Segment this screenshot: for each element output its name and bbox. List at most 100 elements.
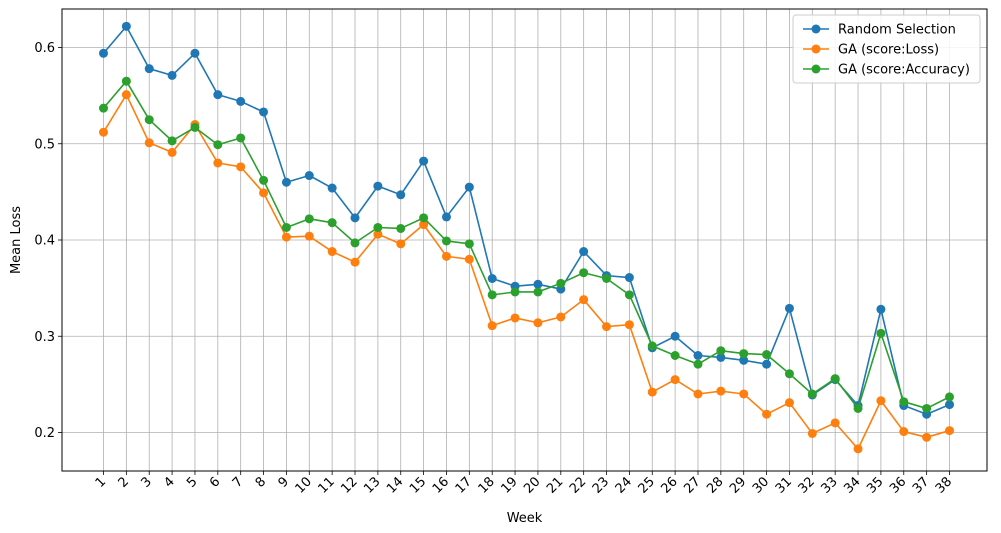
data-point bbox=[144, 138, 154, 148]
data-point bbox=[441, 212, 451, 222]
data-point bbox=[510, 313, 520, 323]
x-tick-label: 24 bbox=[613, 474, 635, 496]
data-point bbox=[167, 136, 177, 146]
data-point bbox=[259, 188, 269, 198]
data-point bbox=[624, 273, 634, 283]
data-point bbox=[899, 397, 909, 407]
data-point bbox=[304, 214, 314, 224]
data-point bbox=[464, 239, 474, 249]
data-point bbox=[556, 312, 566, 322]
y-tick-label: 0.2 bbox=[34, 426, 55, 441]
x-tick-label: 16 bbox=[430, 474, 452, 496]
data-point bbox=[304, 231, 314, 241]
data-point bbox=[922, 403, 932, 413]
data-point bbox=[739, 389, 749, 399]
data-point bbox=[876, 328, 886, 338]
y-tick-label: 0.6 bbox=[34, 41, 55, 56]
legend-frame bbox=[792, 14, 981, 84]
x-tick-label: 36 bbox=[887, 474, 909, 496]
data-point bbox=[350, 238, 360, 248]
series-group bbox=[99, 21, 954, 454]
plot-frame bbox=[61, 8, 988, 472]
data-point bbox=[945, 426, 954, 436]
x-tick-label: 38 bbox=[933, 474, 955, 496]
x-axis-ticks: 1 2 3 4 5 6 7 8 9 10 11 12 13 14 15 16 17 18 19 20 21 22 23 24 2… bbox=[93, 471, 955, 497]
data-point bbox=[190, 122, 200, 132]
x-tick-label: 30 bbox=[750, 474, 772, 496]
x-tick-label: 28 bbox=[704, 474, 726, 496]
data-point bbox=[167, 70, 177, 80]
data-point bbox=[259, 175, 269, 185]
data-point bbox=[579, 295, 589, 305]
x-tick-label: 4 bbox=[161, 474, 177, 490]
y-tick-label: 0.4 bbox=[34, 234, 55, 249]
data-point bbox=[579, 268, 589, 278]
x-tick-label: 34 bbox=[841, 474, 863, 496]
data-point bbox=[853, 403, 863, 413]
data-point bbox=[281, 232, 291, 242]
data-point bbox=[647, 341, 657, 351]
data-point bbox=[259, 107, 269, 117]
data-point bbox=[693, 359, 703, 369]
data-point bbox=[441, 251, 451, 261]
x-tick-label: 22 bbox=[567, 474, 589, 496]
data-point bbox=[876, 304, 886, 314]
data-point bbox=[899, 427, 909, 437]
series-3 bbox=[99, 76, 954, 413]
x-tick-label: 10 bbox=[293, 474, 315, 496]
x-tick-label: 25 bbox=[636, 474, 658, 496]
data-point bbox=[190, 48, 200, 58]
data-point bbox=[350, 213, 360, 223]
data-point bbox=[464, 182, 474, 192]
data-point bbox=[945, 400, 954, 410]
data-point bbox=[853, 444, 863, 454]
data-point bbox=[693, 389, 703, 399]
data-point bbox=[784, 398, 794, 408]
data-point bbox=[762, 350, 772, 360]
data-point bbox=[121, 76, 131, 86]
legend-entry: GA (score:Loss) bbox=[838, 43, 939, 58]
data-point bbox=[396, 223, 406, 233]
x-tick-label: 9 bbox=[276, 474, 292, 490]
x-tick-label: 12 bbox=[338, 474, 360, 496]
x-tick-label: 5 bbox=[184, 474, 200, 490]
data-point bbox=[327, 218, 337, 228]
data-point bbox=[487, 321, 497, 331]
x-tick-label: 6 bbox=[207, 474, 223, 490]
x-tick-label: 26 bbox=[658, 474, 680, 496]
x-tick-label: 32 bbox=[796, 474, 818, 496]
x-tick-label: 14 bbox=[384, 474, 406, 496]
data-point bbox=[419, 156, 429, 166]
data-point bbox=[670, 331, 680, 341]
series-line bbox=[102, 25, 950, 416]
x-tick-label: 15 bbox=[407, 474, 429, 496]
x-tick-label: 37 bbox=[910, 474, 932, 496]
series-2 bbox=[99, 90, 954, 454]
data-point bbox=[739, 349, 749, 359]
data-point bbox=[144, 64, 154, 74]
x-tick-label: 35 bbox=[864, 474, 886, 496]
x-tick-label: 33 bbox=[819, 474, 841, 496]
data-point bbox=[647, 387, 657, 397]
data-point bbox=[830, 374, 840, 384]
data-point bbox=[396, 239, 406, 249]
data-point bbox=[533, 279, 543, 289]
data-point bbox=[876, 396, 886, 406]
data-point bbox=[327, 183, 337, 193]
data-point bbox=[213, 158, 223, 168]
data-point bbox=[670, 351, 680, 360]
data-point bbox=[922, 432, 932, 442]
data-point bbox=[144, 115, 154, 125]
data-point bbox=[99, 127, 108, 137]
data-point bbox=[121, 90, 131, 100]
data-point bbox=[510, 287, 520, 297]
x-tick-label: 11 bbox=[315, 474, 337, 496]
x-tick-label: 2 bbox=[116, 474, 132, 490]
data-point bbox=[762, 409, 772, 419]
legend-marker bbox=[811, 64, 821, 74]
data-point bbox=[99, 48, 108, 58]
data-point bbox=[396, 190, 406, 200]
data-point bbox=[784, 369, 794, 379]
data-point bbox=[213, 90, 223, 100]
